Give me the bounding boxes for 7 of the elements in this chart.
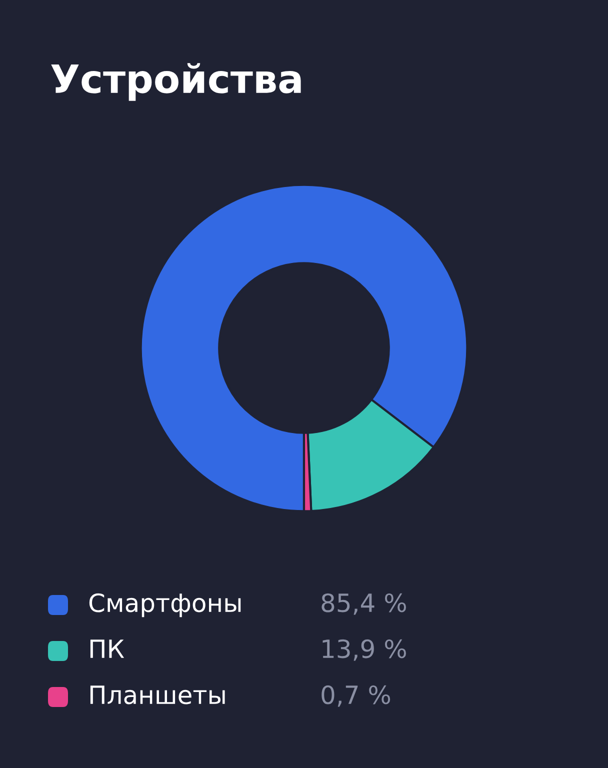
data-label: 85,4 % [322, 593, 406, 615]
chart-title: Устройства [51, 63, 301, 101]
data-label: 13,9 % [322, 639, 406, 661]
data-label: 0,7 % [322, 685, 390, 707]
legend-label: Планшеты [90, 686, 225, 704]
legend-label: ПК [90, 640, 124, 658]
legend-label: Смартфоны [89, 593, 241, 618]
